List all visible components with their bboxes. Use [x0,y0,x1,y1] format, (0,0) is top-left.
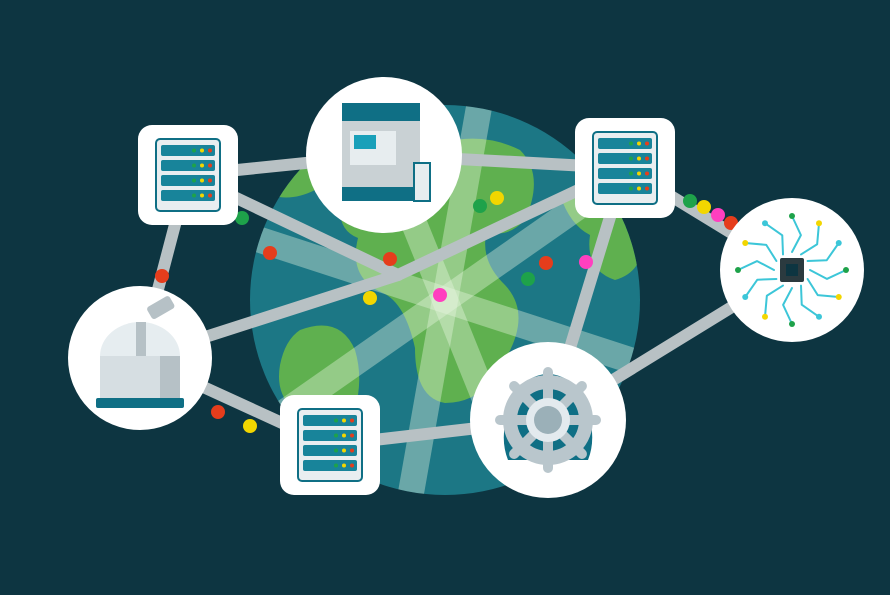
edge-dot [211,405,225,419]
wheel-node [470,342,626,498]
machine-node [306,77,462,233]
network-diagram [0,0,890,595]
diagram-stage [0,0,890,595]
edge-dot [383,252,397,266]
observatory-node [68,286,212,430]
edge-dot [155,269,169,283]
server-node [138,125,238,225]
edge-dot [521,272,535,286]
edge-dot [363,291,377,305]
edge-dot [539,256,553,270]
chip-node [720,198,864,342]
edge-dot [683,194,697,208]
edge-dot [579,255,593,269]
edge-dot [263,246,277,260]
edge-dot [433,288,447,302]
edge-dot [473,199,487,213]
edge-dot [490,191,504,205]
server-node [280,395,380,495]
server-node [575,118,675,218]
edge-dot [711,208,725,222]
edge-dot [243,419,257,433]
edge-dot [697,200,711,214]
